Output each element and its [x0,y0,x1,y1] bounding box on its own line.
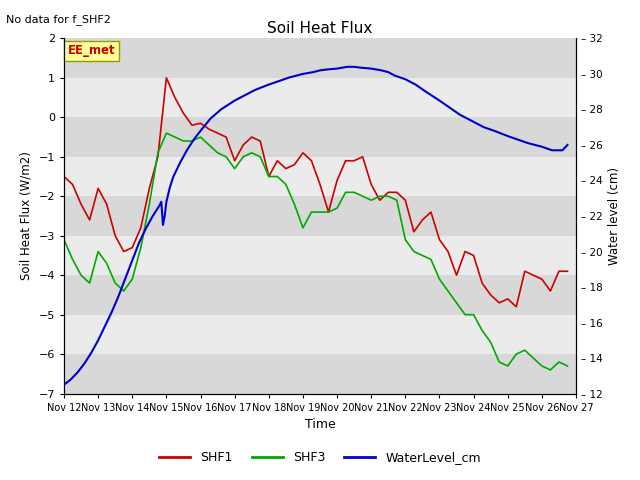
Y-axis label: Water level (cm): Water level (cm) [608,167,621,265]
Bar [64,236,576,275]
Bar [64,315,576,354]
Bar [64,157,576,196]
Text: No data for f_SHF2: No data for f_SHF2 [6,14,111,25]
Bar [64,354,576,394]
Bar [64,196,576,236]
Bar [64,275,576,315]
Bar [64,117,576,157]
X-axis label: Time: Time [305,418,335,431]
Title: Soil Heat Flux: Soil Heat Flux [268,21,372,36]
Y-axis label: Soil Heat Flux (W/m2): Soil Heat Flux (W/m2) [20,152,33,280]
Text: EE_met: EE_met [67,44,115,57]
Bar [64,78,576,117]
Bar [64,38,576,78]
Legend: SHF1, SHF3, WaterLevel_cm: SHF1, SHF3, WaterLevel_cm [154,446,486,469]
